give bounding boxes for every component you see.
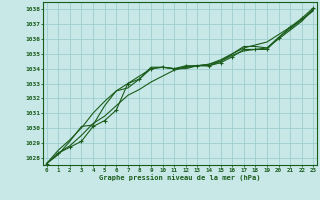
X-axis label: Graphe pression niveau de la mer (hPa): Graphe pression niveau de la mer (hPa) xyxy=(99,174,261,181)
